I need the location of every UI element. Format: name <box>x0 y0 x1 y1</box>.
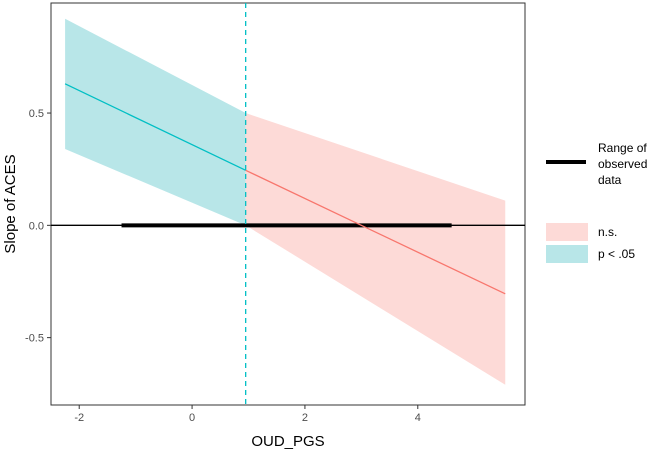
y-tick-label-1: 0.0 <box>29 220 44 232</box>
y-tick-label-0: -0.5 <box>25 333 44 345</box>
plot-layer <box>51 3 525 405</box>
x-tick-label-1: 0 <box>189 412 195 424</box>
x-tick-label-2: 2 <box>302 412 308 424</box>
legend-p05-label: p < .05 <box>598 247 635 261</box>
legend-ns-key <box>546 223 588 241</box>
slope-line-1 <box>245 169 506 295</box>
legend-ns-label: n.s. <box>598 225 617 239</box>
confidence-band-0 <box>65 18 246 226</box>
x-tick-label-3: 4 <box>415 412 421 424</box>
legend-observed-range-label-line3: data <box>598 173 622 187</box>
y-tick-label-2: 0.5 <box>29 108 44 120</box>
slope-line-0 <box>64 83 246 171</box>
legend-observed-range-label-line2: observed <box>598 157 647 171</box>
legend-p05-key <box>546 245 588 263</box>
y-axis-title: Slope of ACES <box>2 154 19 253</box>
legend-observed-range-label-line1: Range of <box>598 141 647 155</box>
x-axis-title: OUD_PGS <box>251 433 324 449</box>
axis-layer: -2 0 2 4 -0.5 0.0 0.5 <box>25 108 421 424</box>
legend: Range of observed data n.s. p < .05 <box>546 141 647 263</box>
confidence-band-1 <box>245 113 506 385</box>
x-tick-label-0: -2 <box>74 412 84 424</box>
